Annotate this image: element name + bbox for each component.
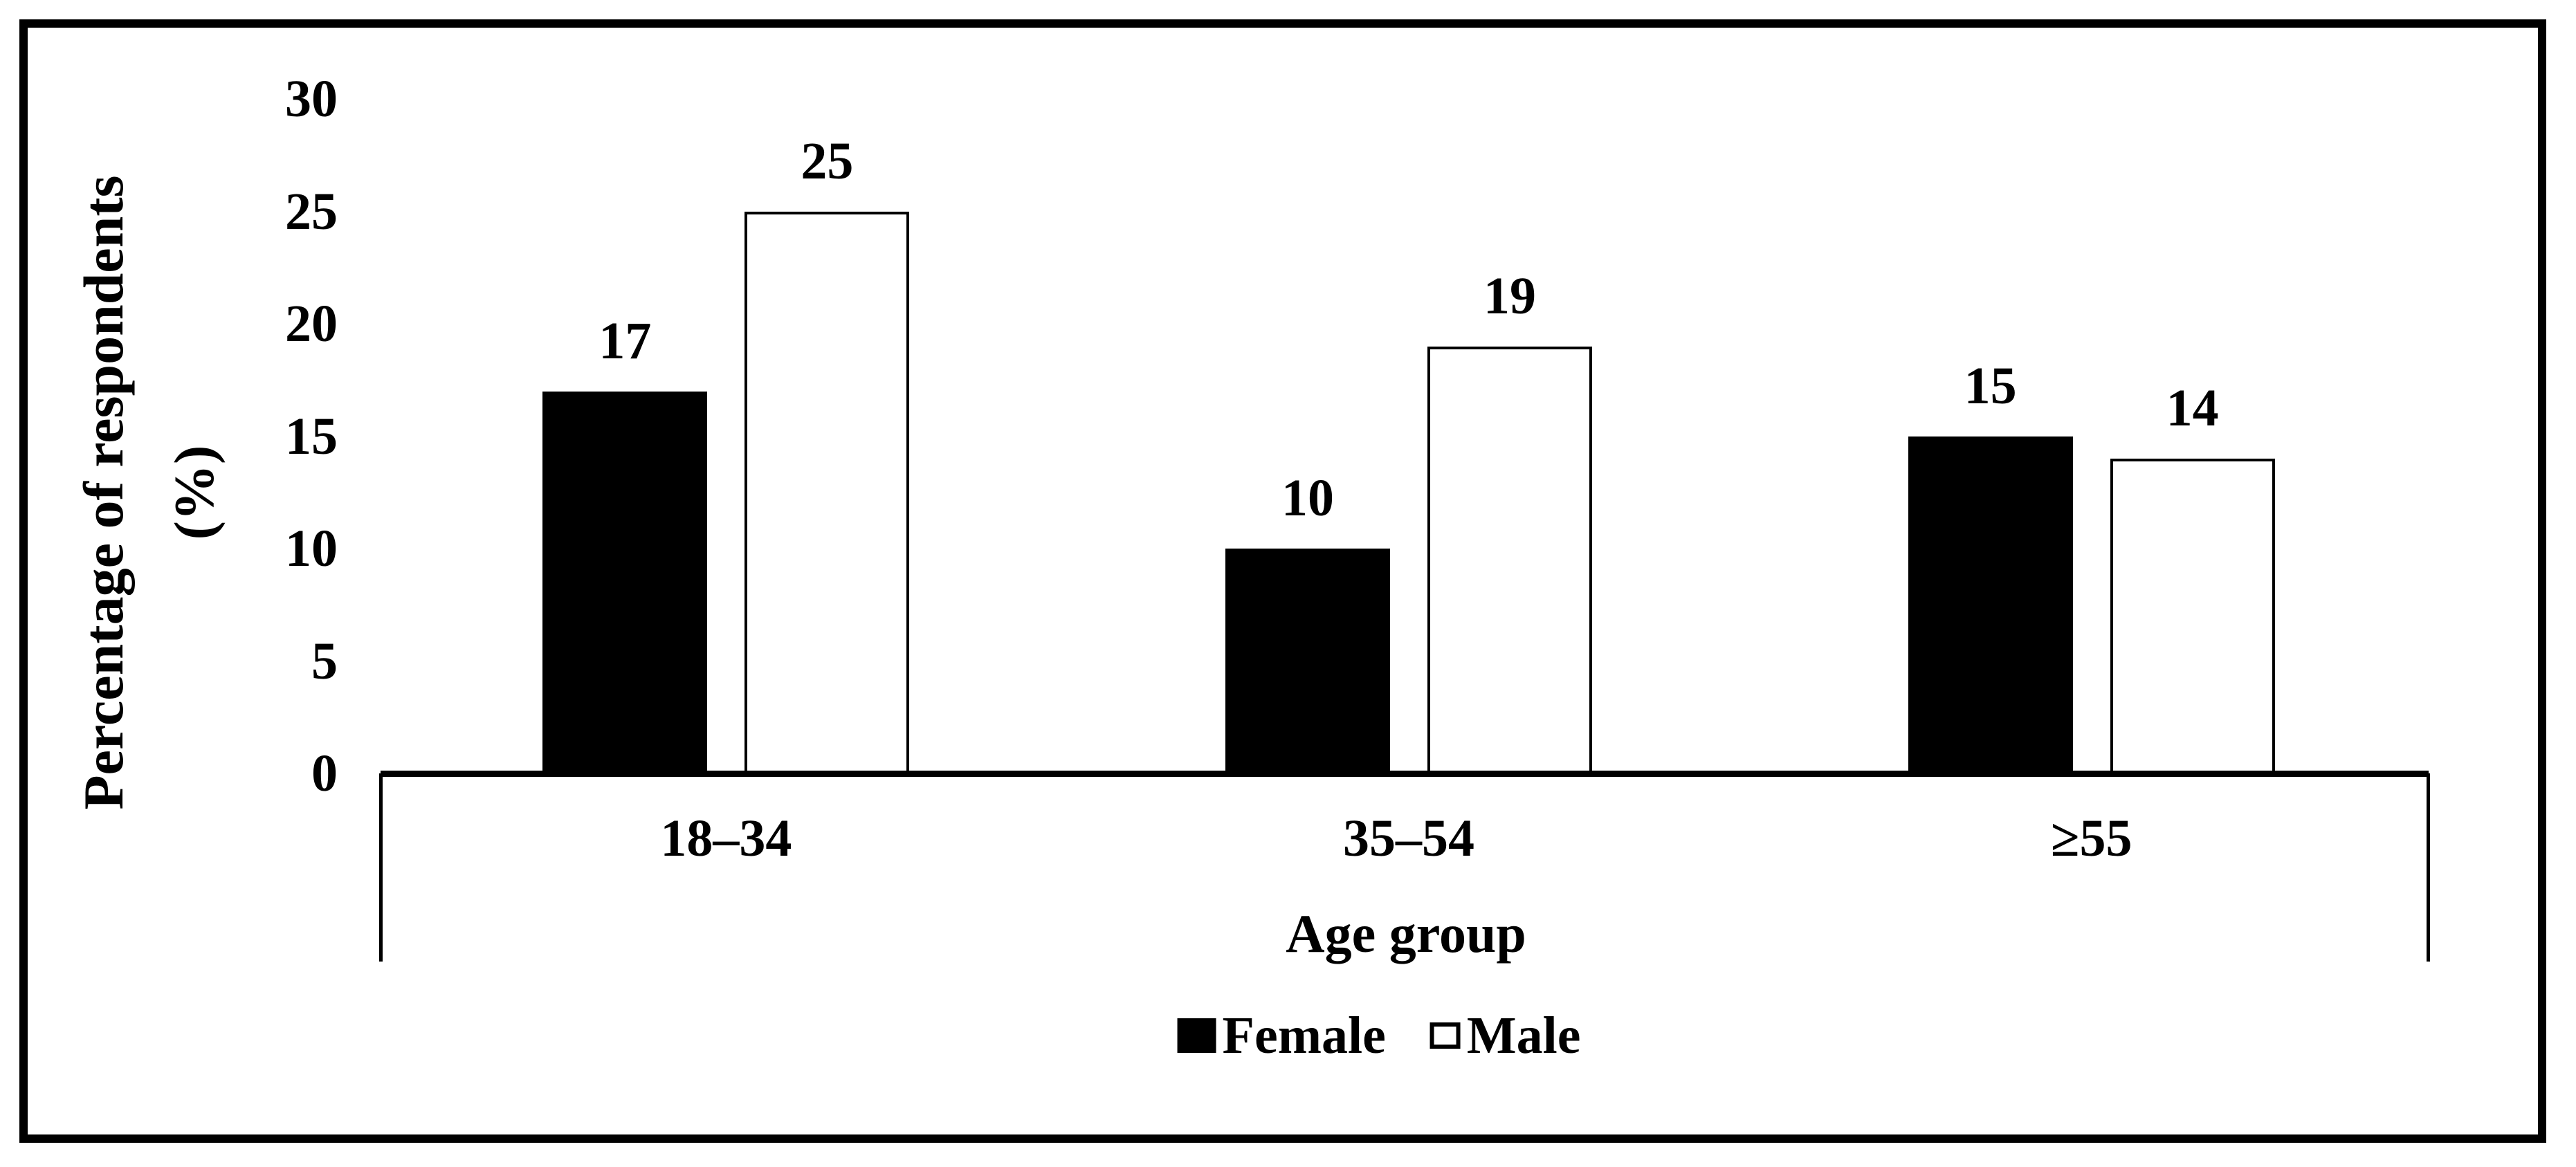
x-axis-right-end-tick (2427, 773, 2430, 962)
bar-male-group1 (745, 211, 910, 773)
legend: Female Male (1177, 1007, 1581, 1065)
x-axis-title: Age group (1286, 903, 1526, 964)
value-label-male-group2: 19 (1483, 266, 1536, 325)
value-label-female-group2: 10 (1281, 469, 1334, 527)
bar-female-group1 (542, 391, 708, 773)
bar-female-group2 (1225, 549, 1390, 773)
category-label-group1: 18–34 (660, 809, 792, 867)
y-tick-10: 10 (285, 520, 338, 578)
legend-swatch-female-icon (1177, 1018, 1216, 1053)
value-label-male-group3: 14 (2166, 379, 2219, 437)
legend-swatch-male-icon (1429, 1022, 1461, 1049)
value-label-female-group3: 15 (1964, 356, 2017, 415)
value-label-female-group1: 17 (599, 311, 652, 370)
y-tick-15: 15 (285, 407, 338, 466)
legend-item-female: Female (1177, 1007, 1386, 1065)
y-axis-title: Percentage of respondents (%) (58, 0, 239, 1011)
legend-item-male: Male (1429, 1007, 1581, 1065)
y-tick-25: 25 (285, 182, 338, 241)
y-tick-20: 20 (285, 295, 338, 353)
x-axis-left-end-tick (379, 773, 383, 962)
category-label-group3: ≥55 (2050, 809, 2132, 867)
legend-label-male: Male (1466, 1007, 1581, 1065)
x-axis-line (381, 771, 2429, 777)
figure-border (19, 19, 2546, 1143)
bar-male-group3 (2110, 459, 2275, 773)
y-tick-30: 30 (285, 70, 338, 128)
y-tick-0: 0 (311, 744, 338, 802)
y-axis-title-line1: Percentage of respondents (71, 175, 135, 810)
y-tick-5: 5 (311, 632, 338, 690)
bar-female-group3 (1908, 436, 2073, 773)
y-axis-title-line2: (%) (163, 445, 226, 540)
legend-label-female: Female (1222, 1007, 1386, 1065)
category-label-group2: 35–54 (1343, 809, 1474, 867)
value-label-male-group1: 25 (801, 131, 854, 190)
bar-male-group2 (1427, 346, 1592, 773)
